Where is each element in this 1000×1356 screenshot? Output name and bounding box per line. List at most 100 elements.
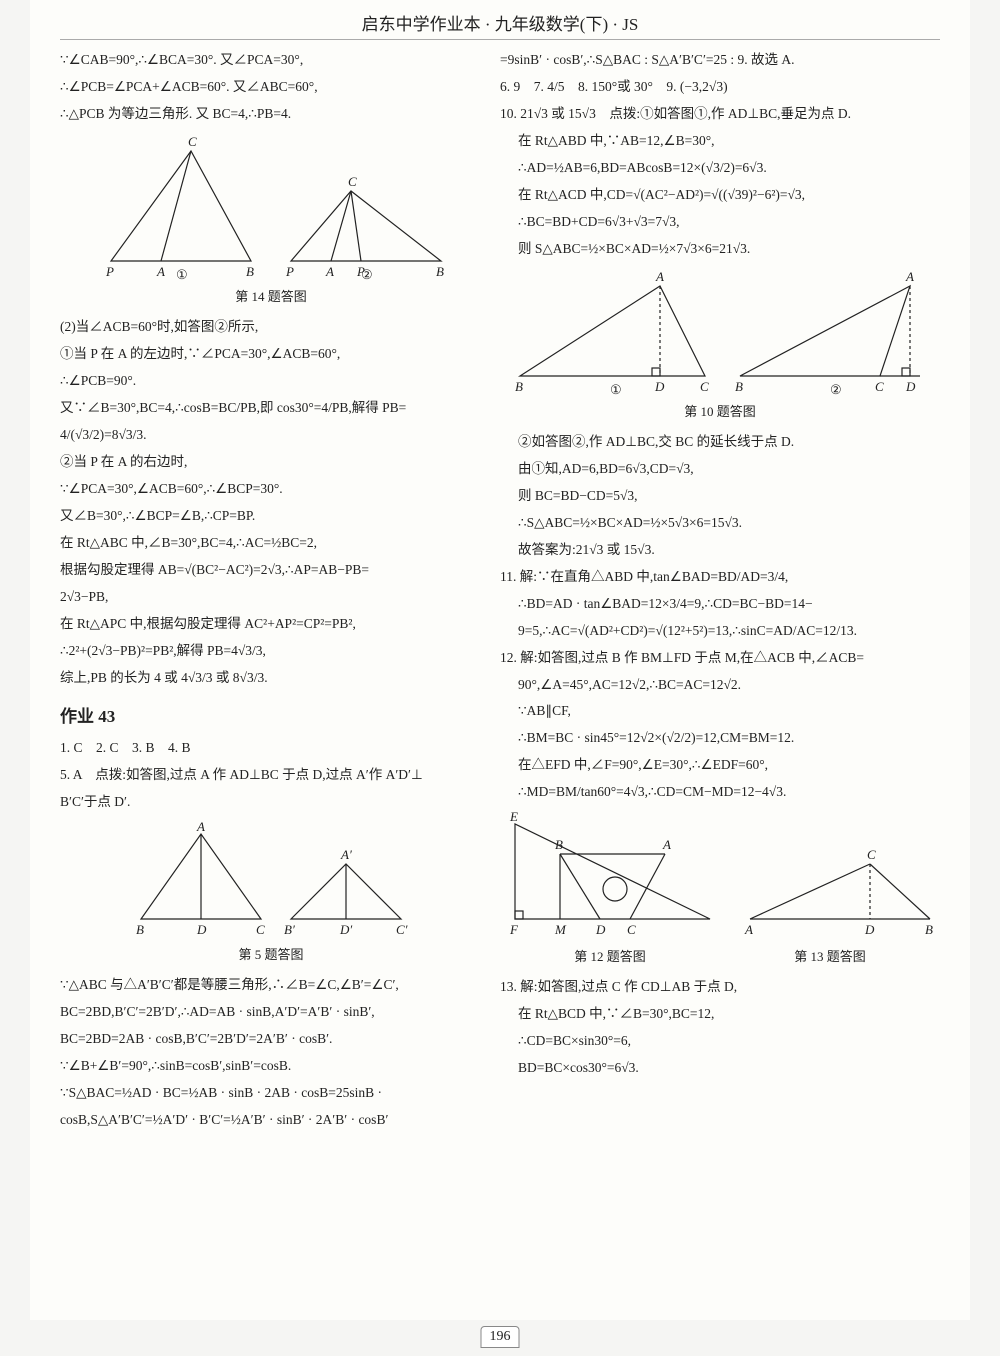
text-line: ∴CD=BC×sin30°=6, [500, 1029, 940, 1054]
label: C [700, 379, 709, 394]
columns: ∵∠CAB=90°,∴∠BCA=30°. 又∠PCA=30°, ∴∠PCB=∠P… [60, 48, 940, 1135]
page-number-box: 196 [481, 1326, 520, 1348]
label: C [867, 847, 876, 862]
figure-caption: 第 10 题答图 [500, 400, 940, 424]
label: D [654, 379, 665, 394]
label: C [348, 174, 357, 189]
text-line: ∴∠PCB=∠PCA+∠ACB=60°. 又∠ABC=60°, [60, 75, 482, 100]
text-line: BC=2BD,B′C′=2B′D′,∴AD=AB · sinB,A′D′=A′B… [60, 1000, 482, 1025]
text-line: ∴∠PCB=90°. [60, 369, 482, 394]
label: ② [361, 267, 373, 281]
page-header: 启东中学作业本 · 九年级数学(下) · JS [60, 10, 940, 40]
label: A [196, 819, 205, 834]
text-line: BC=2BD=2AB · cosB,B′C′=2B′D′=2A′B′ · cos… [60, 1027, 482, 1052]
text-line: =9sinB′ · cosB′,∴S△BAC : S△A′B′C′=25 : 9… [500, 48, 940, 73]
label: F [509, 922, 519, 937]
text-line: ②当 P 在 A 的右边时, [60, 450, 482, 475]
text-line: 根据勾股定理得 AB=√(BC²−AC²)=2√3,∴AP=AB−PB= [60, 558, 482, 583]
label: B [555, 837, 563, 852]
text-line: 则 S△ABC=½×BC×AD=½×7√3×6=21√3. [500, 237, 940, 262]
figure-caption: 第 12 题答图 [574, 945, 646, 969]
text-line: ∵AB∥CF, [500, 699, 940, 724]
text-line: ∴MD=BM/tan60°=4√3,∴CD=CM−MD=12−4√3. [500, 780, 940, 805]
label: B [925, 922, 933, 937]
text-line: ∵∠CAB=90°,∴∠BCA=30°. 又∠PCA=30°, [60, 48, 482, 73]
text-line: 90°,∠A=45°,AC=12√2,∴BC=AC=12√2. [500, 673, 940, 698]
label: ① [176, 267, 188, 281]
label: A′ [340, 847, 352, 862]
text-line: ∴AD=½AB=6,BD=ABcosB=12×(√3/2)=6√3. [500, 156, 940, 181]
text-line: 4/(√3/2)=8√3/3. [60, 423, 482, 448]
text-line: ∵∠B+∠B′=90°,∴sinB=cosB′,sinB′=cosB. [60, 1054, 482, 1079]
text-line: 11. 解:∵在直角△ABD 中,tan∠BAD=BD/AD=3/4, [500, 565, 940, 590]
text-line: BD=BC×cos30°=6√3. [500, 1056, 940, 1081]
text-line: 在 Rt△APC 中,根据勾股定理得 AC²+AP²=CP²=PB², [60, 612, 482, 637]
text-line: cosB,S△A′B′C′=½A′D′ · B′C′=½A′B′ · sinB′… [60, 1108, 482, 1133]
figure-12-13: E B A F M D C C A D B [500, 809, 940, 939]
figure-caption: 第 13 题答图 [794, 945, 866, 969]
text-line: 由①知,AD=6,BD=6√3,CD=√3, [500, 457, 940, 482]
label: C [256, 922, 265, 937]
label: C [875, 379, 884, 394]
text-line: ∴S△ABC=½×BC×AD=½×5√3×6=15√3. [500, 511, 940, 536]
text-line: ∵∠PCA=30°,∠ACB=60°,∴∠BCP=30°. [60, 477, 482, 502]
label: B [136, 922, 144, 937]
label: C′ [396, 922, 408, 937]
text-line: 10. 21√3 或 15√3 点拨:①如答图①,作 AD⊥BC,垂足为点 D. [500, 102, 940, 127]
figure-14: C P A B C P A P B ① ② [91, 131, 451, 281]
figure-caption: 第 14 题答图 [60, 285, 482, 309]
label: B [515, 379, 523, 394]
text-line: (2)当∠ACB=60°时,如答图②所示, [60, 315, 482, 340]
text-line: ∴BC=BD+CD=6√3+√3=7√3, [500, 210, 940, 235]
label: A [325, 264, 334, 279]
text-line: ∴2²+(2√3−PB)²=PB²,解得 PB=4√3/3, [60, 639, 482, 664]
text-line: ∴BM=BC · sin45°=12√2×(√2/2)=12,CM=BM=12. [500, 726, 940, 751]
text-line: 2√3−PB, [60, 585, 482, 610]
text-line: 9=5,∴AC=√(AD²+CD²)=√(12²+5²)=13,∴sinC=AD… [500, 619, 940, 644]
label: ② [830, 382, 842, 396]
label: P [285, 264, 294, 279]
text-line: 在△EFD 中,∠F=90°,∠E=30°,∴∠EDF=60°, [500, 753, 940, 778]
page-number: 196 [481, 1326, 520, 1348]
label: D [595, 922, 606, 937]
label: D [905, 379, 916, 394]
label: D [864, 922, 875, 937]
label: A [744, 922, 753, 937]
left-column: ∵∠CAB=90°,∴∠BCA=30°. 又∠PCA=30°, ∴∠PCB=∠P… [60, 48, 482, 1135]
page: 启东中学作业本 · 九年级数学(下) · JS ∵∠CAB=90°,∴∠BCA=… [30, 0, 970, 1320]
label: B [436, 264, 444, 279]
text-line: 故答案为:21√3 或 15√3. [500, 538, 940, 563]
right-column: =9sinB′ · cosB′,∴S△BAC : S△A′B′C′=25 : 9… [500, 48, 940, 1135]
label: A [156, 264, 165, 279]
text-line: 在 Rt△ACD 中,CD=√(AC²−AD²)=√((√39)²−6²)=√3… [500, 183, 940, 208]
text-line: 综上,PB 的长为 4 或 4√3/3 或 8√3/3. [60, 666, 482, 691]
text-line: 6. 9 7. 4/5 8. 150°或 30° 9. (−3,2√3) [500, 75, 940, 100]
figure-caption: 第 5 题答图 [60, 943, 482, 967]
text-line: ②如答图②,作 AD⊥BC,交 BC 的延长线于点 D. [500, 430, 940, 455]
label: E [509, 809, 518, 824]
label: B [735, 379, 743, 394]
text-line: ①当 P 在 A 的左边时,∵∠PCA=30°,∠ACB=60°, [60, 342, 482, 367]
homework-title: 作业 43 [60, 701, 482, 732]
text-line: ∴△PCB 为等边三角形. 又 BC=4,∴PB=4. [60, 102, 482, 127]
text-line: B′C′于点 D′. [60, 790, 482, 815]
text-line: 在 Rt△BCD 中,∵∠B=30°,BC=12, [500, 1002, 940, 1027]
label: M [554, 922, 567, 937]
label: B [246, 264, 254, 279]
text-line: 5. A 点拨:如答图,过点 A 作 AD⊥BC 于点 D,过点 A′作 A′D… [60, 763, 482, 788]
label: D [196, 922, 207, 937]
text-line: ∵S△BAC=½AD · BC=½AB · sinB · 2AB · cosB=… [60, 1081, 482, 1106]
label: D′ [339, 922, 352, 937]
figure-10: A B D C A B C D ① ② [510, 266, 930, 396]
text-line: 在 Rt△ABC 中,∠B=30°,BC=4,∴AC=½BC=2, [60, 531, 482, 556]
text-line: ∵△ABC 与△A′B′C′都是等腰三角形,∴∠B=∠C,∠B′=∠C′, [60, 973, 482, 998]
text-line: 又∠B=30°,∴∠BCP=∠B,∴CP=BP. [60, 504, 482, 529]
label: C [188, 134, 197, 149]
label: A [655, 269, 664, 284]
label: B′ [284, 922, 295, 937]
figure-captions: 第 12 题答图 第 13 题答图 [500, 943, 940, 975]
label: P [105, 264, 114, 279]
text-line: 13. 解:如答图,过点 C 作 CD⊥AB 于点 D, [500, 975, 940, 1000]
text-line: 在 Rt△ABD 中,∵AB=12,∠B=30°, [500, 129, 940, 154]
text-line: 则 BC=BD−CD=5√3, [500, 484, 940, 509]
